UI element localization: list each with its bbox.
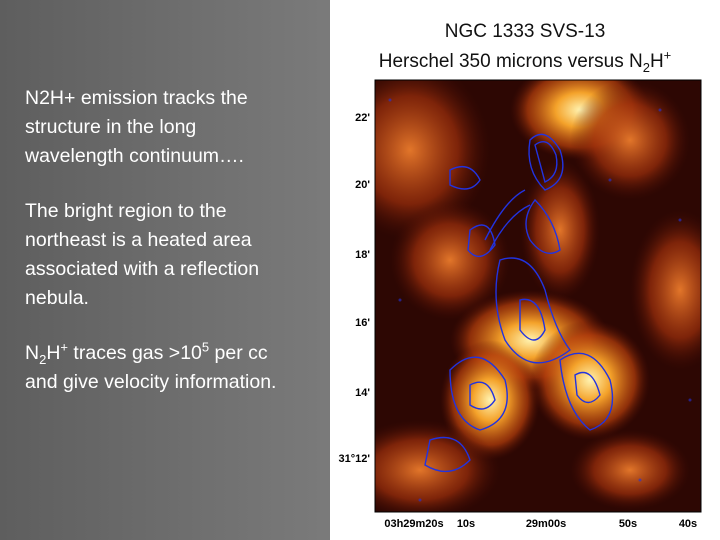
title-line: Herschel 350 microns versus N2H+	[330, 47, 720, 77]
text: per cc	[209, 342, 268, 364]
text-line: structure in the long	[25, 116, 197, 138]
text-line: N2H+ emission tracks the	[25, 87, 248, 109]
superscript: +	[60, 339, 69, 355]
dec-label: 16'	[355, 317, 370, 329]
ra-label: 10s	[457, 518, 475, 530]
dec-label: 20'	[355, 179, 370, 191]
text: traces gas >10	[68, 342, 202, 364]
paragraph: N2H+ traces gas >105 per cc and give vel…	[25, 339, 325, 397]
paragraph: N2H+ emission tracks the structure in th…	[25, 84, 325, 171]
map-frame	[374, 79, 702, 513]
dec-label: 31°12'	[339, 453, 371, 465]
text-line: N2H+ traces gas >105 per cc	[25, 339, 325, 368]
superscript: 5	[201, 339, 210, 355]
figure: 22' 20' 18' 16' 14' 31°12' 03h29m20s 10s…	[339, 79, 702, 530]
text-line: associated with a reflection	[25, 258, 260, 280]
map-image	[375, 80, 701, 512]
text: H	[46, 342, 61, 364]
text-line: The bright region to the	[25, 200, 227, 222]
ra-label: 40s	[679, 518, 697, 530]
text: N	[25, 342, 40, 364]
ra-label: 03h29m20s	[384, 518, 443, 530]
slide-text: N2H+ emission tracks the structure in th…	[25, 84, 325, 423]
ra-axis: 03h29m20s 10s 29m00s 50s 40s	[384, 518, 697, 530]
title-line: NGC 1333 SVS-13	[444, 21, 606, 42]
dec-label: 14'	[355, 387, 370, 399]
text-line: northeast is a heated area	[25, 229, 252, 251]
text-line: and give velocity information.	[25, 371, 277, 393]
text: Herschel 350 microns versus N	[378, 51, 643, 72]
figure-title: NGC 1333 SVS-13 Herschel 350 microns ver…	[330, 17, 720, 77]
text-line: nebula.	[25, 287, 89, 309]
subscript: 2	[642, 59, 650, 75]
text: H	[649, 51, 664, 72]
subscript: 2	[39, 351, 47, 367]
dec-label: 18'	[355, 249, 370, 261]
superscript: +	[663, 47, 672, 63]
dec-label: 22'	[355, 112, 370, 124]
ra-label: 50s	[619, 518, 637, 530]
text-line: wavelength continuum….	[25, 145, 244, 167]
ra-label: 29m00s	[526, 518, 566, 530]
paragraph: The bright region to the northeast is a …	[25, 197, 325, 313]
dec-axis: 22' 20' 18' 16' 14' 31°12'	[339, 112, 371, 465]
